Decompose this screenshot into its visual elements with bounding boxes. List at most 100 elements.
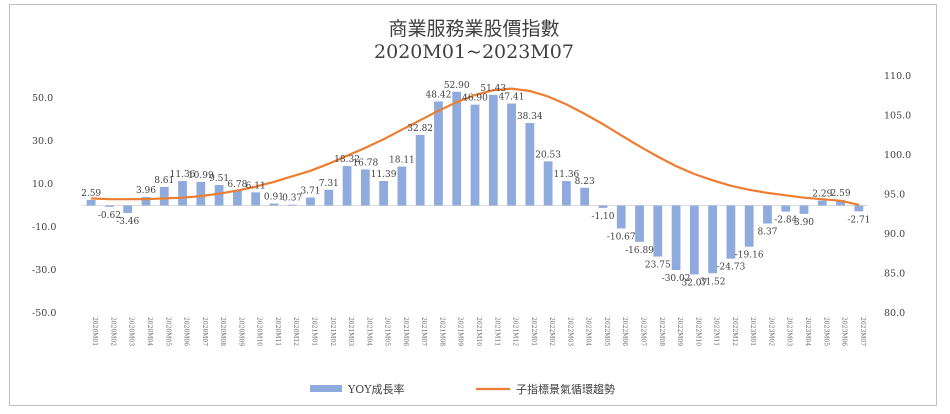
x-tick-label: 2021M10 <box>475 317 482 346</box>
bar <box>342 166 352 206</box>
data-label: 6.78 <box>227 180 247 190</box>
bar <box>689 205 699 275</box>
y-left-tick-label: 30.0 <box>32 136 53 147</box>
x-tick-label: 2022M04 <box>585 317 592 346</box>
data-label: 51.43 <box>480 84 506 94</box>
x-tick-label: 2022M12 <box>731 317 738 346</box>
data-label: 9.51 <box>209 174 229 184</box>
legend-label-bar: YOY成長率 <box>347 382 405 396</box>
data-label: 8.23 <box>575 177 595 187</box>
y-right-tick-label: 85.0 <box>884 269 905 280</box>
x-tick-label: 2021M09 <box>457 317 464 346</box>
x-tick-label: 2023M06 <box>841 317 848 346</box>
data-label: 10.99 <box>188 171 214 181</box>
bar <box>452 91 462 206</box>
bar <box>415 134 425 206</box>
x-tick-label: 2021M12 <box>512 317 519 346</box>
bar <box>397 166 407 206</box>
y-right-tick-label: 110.0 <box>884 71 911 82</box>
bar <box>196 181 206 206</box>
bar <box>251 192 261 206</box>
bar <box>105 205 114 207</box>
bar <box>543 161 553 206</box>
bar <box>781 205 791 212</box>
bar <box>470 104 480 206</box>
bar <box>434 101 443 206</box>
x-tick-label: 2023M02 <box>767 317 774 346</box>
data-label: 8.37 <box>757 227 777 237</box>
bar <box>306 197 315 206</box>
x-tick-label: 2020M04 <box>146 317 153 346</box>
data-label: 47.41 <box>499 93 525 103</box>
y-right-tick-label: 90.0 <box>884 229 905 240</box>
x-tick-label: 2020M06 <box>183 317 190 346</box>
data-label: 0.37 <box>282 194 302 204</box>
x-tick-label: 2022M09 <box>676 317 683 346</box>
data-label: 2.59 <box>831 189 851 199</box>
bar <box>159 186 169 206</box>
y-right-tick-label: 80.0 <box>884 308 905 319</box>
data-label: 32.07 <box>681 278 707 288</box>
bar <box>86 199 96 206</box>
data-label: -16.89 <box>625 246 654 256</box>
y-right-tick-label: 105.0 <box>884 111 911 122</box>
bar <box>232 190 242 206</box>
bar <box>360 169 370 206</box>
x-tick-label: 2022M07 <box>640 317 647 346</box>
x-tick-label: 2020M07 <box>201 317 208 346</box>
y-left-tick-label: 10.0 <box>32 179 53 190</box>
chart-frame: 商業服務業股價指數 2020M01~2023M07 2.59 -0.62 -3.46… <box>9 4 937 406</box>
x-tick-label: 2021M08 <box>438 317 445 346</box>
data-label: 32.82 <box>407 124 433 134</box>
x-tick-label: 2020M01 <box>91 317 98 346</box>
bar <box>598 205 608 208</box>
data-label: 23.75 <box>645 261 671 271</box>
bar <box>525 123 535 206</box>
data-label: 11.39 <box>371 170 397 180</box>
bar <box>214 185 224 206</box>
x-tick-label: 2022M10 <box>694 317 701 346</box>
y-right-tick-label: 95.0 <box>884 190 905 201</box>
data-label: -30.02 <box>662 274 691 284</box>
bar <box>269 203 279 206</box>
bar <box>671 205 681 271</box>
bar <box>507 103 516 206</box>
chart-subtitle: 2020M01~2023M07 <box>374 41 574 63</box>
data-label: 18.11 <box>389 156 415 166</box>
x-tick-label: 2023M03 <box>786 317 793 346</box>
x-tick-label: 2022M05 <box>603 317 610 346</box>
chart-title: 商業服務業股價指數 <box>388 18 559 40</box>
data-label: 2.29 <box>812 190 832 200</box>
data-label: 6.11 <box>246 181 266 191</box>
x-tick-label: 2020M10 <box>256 317 263 346</box>
data-label: -0.62 <box>98 211 121 221</box>
x-tick-label: 2020M11 <box>274 317 281 346</box>
x-tick-label: 2021M07 <box>420 317 427 346</box>
x-tick-label: 2021M02 <box>329 317 336 346</box>
x-tick-label: 2022M03 <box>566 317 573 346</box>
data-label: 8.61 <box>154 176 174 186</box>
bar <box>854 205 864 212</box>
data-label: 31.52 <box>700 277 726 287</box>
data-label: 3.96 <box>136 186 156 196</box>
data-label: -24.73 <box>717 263 746 273</box>
data-label: 11.36 <box>170 170 196 180</box>
data-label: 18.32 <box>334 155 360 165</box>
x-tick-label: 2022M02 <box>548 317 555 346</box>
x-tick-label: 2021M05 <box>384 317 391 346</box>
data-label: -2.71 <box>847 215 870 225</box>
bar <box>178 181 187 206</box>
data-label: 11.36 <box>554 170 580 180</box>
data-label: 52.90 <box>444 81 470 91</box>
bar <box>726 205 736 259</box>
x-tick-label: 2020M05 <box>164 317 171 346</box>
x-tick-label: 2021M04 <box>365 317 372 346</box>
data-label: -1.10 <box>591 212 614 222</box>
bar <box>488 94 498 206</box>
x-tick-label: 2021M11 <box>493 317 500 346</box>
data-label: 0.91 <box>264 193 284 203</box>
bar <box>580 187 590 206</box>
data-label: 48.42 <box>426 90 452 100</box>
bar <box>379 181 388 206</box>
x-tick-label: 2021M03 <box>347 317 354 346</box>
